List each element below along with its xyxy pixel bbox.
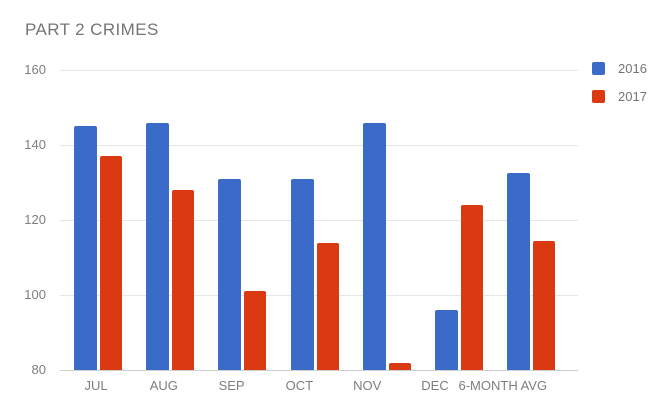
bar-2016-SEP[interactable] xyxy=(218,178,242,370)
y-tick-label: 80 xyxy=(31,362,46,377)
gridline-80 xyxy=(60,370,578,371)
bar-2017-OCT[interactable] xyxy=(316,242,339,370)
x-tick-label-AUG: AUG xyxy=(149,378,178,393)
x-tick-label-SEP: SEP xyxy=(218,378,245,393)
bar-2017-NOV[interactable] xyxy=(388,362,411,370)
bar-2016-OCT[interactable] xyxy=(290,178,314,370)
bar-2017-6-MONTH AVG[interactable] xyxy=(533,241,556,370)
legend-item-2017[interactable]: 2017 xyxy=(592,90,647,103)
y-tick-label: 120 xyxy=(24,212,46,227)
y-tick-label: 100 xyxy=(24,287,46,302)
x-tick-label-OCT: OCT xyxy=(285,378,314,393)
gridline-140 xyxy=(60,145,578,146)
y-tick-label: 140 xyxy=(24,137,46,152)
bar-2016-6-MONTH AVG[interactable] xyxy=(507,173,531,370)
bar-2017-JUL[interactable] xyxy=(100,156,122,370)
x-tick-label-NOV: NOV xyxy=(353,378,382,393)
bar-2016-DEC[interactable] xyxy=(435,310,458,370)
plot-area xyxy=(60,70,578,371)
bar-2016-AUG[interactable] xyxy=(146,122,170,370)
bar-2017-AUG[interactable] xyxy=(172,190,195,370)
x-tick-label-JUL: JUL xyxy=(84,378,108,393)
chart-title: PART 2 CRIMES xyxy=(25,20,159,39)
x-tick-label-DEC: DEC xyxy=(421,378,449,393)
bar-2016-JUL[interactable] xyxy=(74,126,97,370)
gridline-120 xyxy=(60,220,578,221)
bar-2016-NOV[interactable] xyxy=(362,122,386,370)
y-tick-label: 160 xyxy=(24,62,46,77)
legend-swatch-2016 xyxy=(592,62,605,75)
gridline-160 xyxy=(60,70,578,71)
x-tick-label-6-MONTH AVG: 6-MONTH AVG xyxy=(458,378,548,393)
legend-item-2016[interactable]: 2016 xyxy=(592,62,647,75)
bar-2017-SEP[interactable] xyxy=(244,291,267,370)
legend-label: 2017 xyxy=(618,89,647,104)
legend-swatch-2017 xyxy=(592,90,605,103)
legend: 2016 2017 xyxy=(592,62,647,118)
legend-label: 2016 xyxy=(618,61,647,76)
bar-2017-DEC[interactable] xyxy=(461,205,483,370)
